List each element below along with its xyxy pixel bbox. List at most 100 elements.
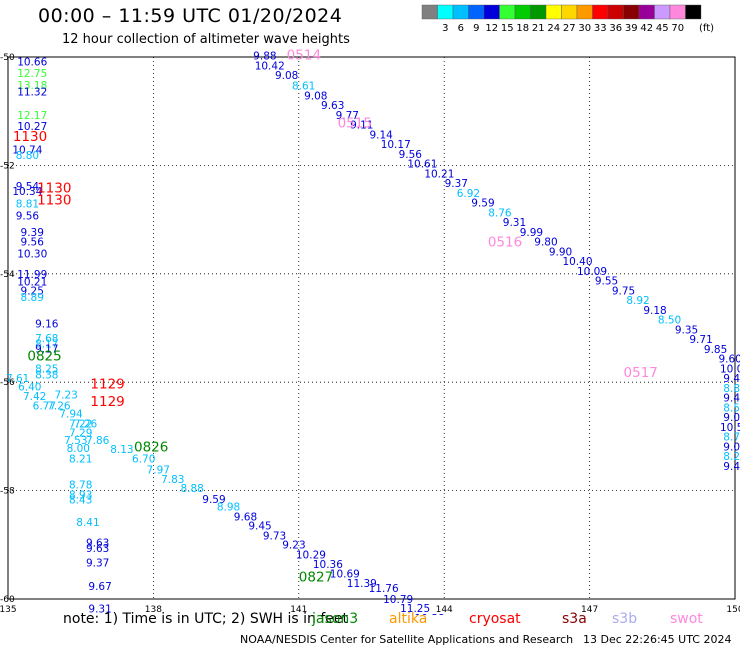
legend-label: 30 [578,23,591,34]
wave-height-label: 8.89 [21,292,44,304]
wave-height-label: 8.88 [180,483,203,495]
wave-height-label: 11.39 [347,578,377,590]
wave-height-label: 9.48 [723,393,740,405]
wave-height-label: 8.89 [723,383,740,395]
wave-height-label: 9.06 [723,412,740,424]
footer-timestamp: 13 Dec 22:26:45 UTC 2024 [583,633,732,646]
y-tick-label: -50 [0,53,15,63]
wave-height-label: 7.26 [74,419,98,431]
wave-height-label: 10.30 [17,249,47,261]
y-tick-label: -56 [0,378,15,388]
wave-height-label: 9.56 [16,211,40,223]
wave-height-label: 9.37 [445,178,468,190]
x-tick-label: 135 [0,605,17,615]
satellite-jason3: jason3 [312,611,359,627]
wave-height-label: 11.25 [400,603,430,615]
wave-height-label: 6.70 [132,453,155,465]
pass-time-label: 0825 [27,349,61,365]
wave-height-label: 9.85 [704,344,727,356]
wave-height-label: 7.83 [161,474,184,486]
wave-height-label: 8.61 [292,81,315,93]
wave-height-label: 7.26 [47,400,71,412]
wave-height-label: 10.69 [330,568,360,580]
satellite-s3a: s3a [562,611,587,627]
wave-height-label: 9.35 [675,324,698,336]
pass-time-label: 1129 [90,377,124,393]
wave-height-label: 7.86 [86,435,110,447]
wave-height-label: 9.16 [35,318,59,330]
wave-height-label: 9.63 [86,537,109,549]
wave-height-label: 7.53 [64,435,87,447]
legend-swatch [685,4,702,20]
pass-time-label: 1130 [13,129,47,145]
wave-height-label: 8.38 [35,369,58,381]
wave-height-label: 7.68 [35,333,58,345]
footer-credit: NOAA/NESDIS Center for Satellite Applica… [240,633,574,646]
legend-label: 15 [501,23,514,34]
wave-height-label: 10.38 [415,613,445,615]
wave-height-label: 9.40 [723,461,740,473]
legend-label: 70 [671,23,684,34]
wave-height-label: 9.59 [471,198,494,210]
wave-height-label: 10.21 [424,168,454,180]
wave-height-label: 8.93 [69,490,92,502]
pass-time-label: 1130 [37,192,71,208]
legend-label: 9 [473,23,479,34]
wave-height-label: 8.13 [110,444,133,456]
wave-height-label: 9.23 [282,540,305,552]
wave-height-label: 9.90 [549,246,572,258]
wave-height-label: 10.29 [296,549,326,561]
time-labels: 1130113011300825112911290826082711281128… [13,48,658,586]
color-legend: 3 6 9 12 15 18 21 24 27 30 33 36 39 42 45 70 (ft) [421,4,714,34]
wave-height-label: 9.39 [21,227,44,239]
wave-height-label: 9.47 [723,373,740,385]
wave-height-label: 10.66 [17,57,47,69]
wave-height-label: 10.56 [720,422,740,434]
legend-label: 27 [563,23,576,34]
wave-height-label: 9.17 [35,343,58,355]
x-tick-label: 144 [436,605,453,615]
pass-time-label: 0827 [299,570,333,586]
y-tick-label: -52 [0,161,15,171]
wave-height-label: 10.36 [313,559,343,571]
wave-height-label: 10.06 [720,363,740,375]
chart-title: 00:00 – 11:59 UTC 01/20/2024 [38,5,343,27]
wave-height-label: 8.41 [76,517,99,529]
wave-height-label: 8.59 [723,402,740,414]
wave-height-label: 7.61 [6,373,29,385]
satellite-cryosat: cryosat [469,611,521,627]
pass-time-label: 0517 [624,365,658,381]
wave-height-label: 8.71 [723,432,740,444]
wave-height-label: 9.55 [595,276,618,288]
legend-label: 3 [442,23,448,34]
wave-height-label: 9.80 [534,237,557,249]
satellite-altika: altika [389,611,428,627]
wave-height-label: 6.92 [457,188,480,200]
wave-height-label: 9.67 [88,581,111,593]
wave-height-label: 9.45 [248,521,271,533]
legend-label: 24 [547,23,560,34]
y-tick-label: -58 [0,487,15,497]
wave-height-label: 9.88 [253,51,276,63]
wave-height-label: 10.42 [255,60,285,72]
wave-height-label: 7.94 [59,408,83,420]
wave-height-label: 8.43 [69,495,92,507]
legend-label: 36 [609,23,622,34]
legend-unit: (ft) [699,23,714,34]
wave-height-label: 9.25 [21,285,44,297]
wave-height-label: 10.40 [562,256,592,268]
wave-height-label: 8.00 [67,443,90,455]
wave-height-label: 9.75 [612,285,635,297]
wave-height-label: 12.75 [17,68,47,80]
wave-height-label: 6.40 [18,381,41,393]
wave-height-label: 9.18 [643,305,666,317]
pass-time-label: 0826 [134,440,168,456]
wave-height-label: 8.81 [16,199,39,211]
x-tick-label: 150 [726,605,740,615]
pass-time-label: 0515 [338,115,372,131]
wave-height-label: 9.06 [723,441,740,453]
wave-height-label: 11.32 [17,86,47,98]
wave-height-label: 10.74 [12,144,42,156]
wave-height-label: 11.99 [17,269,47,281]
